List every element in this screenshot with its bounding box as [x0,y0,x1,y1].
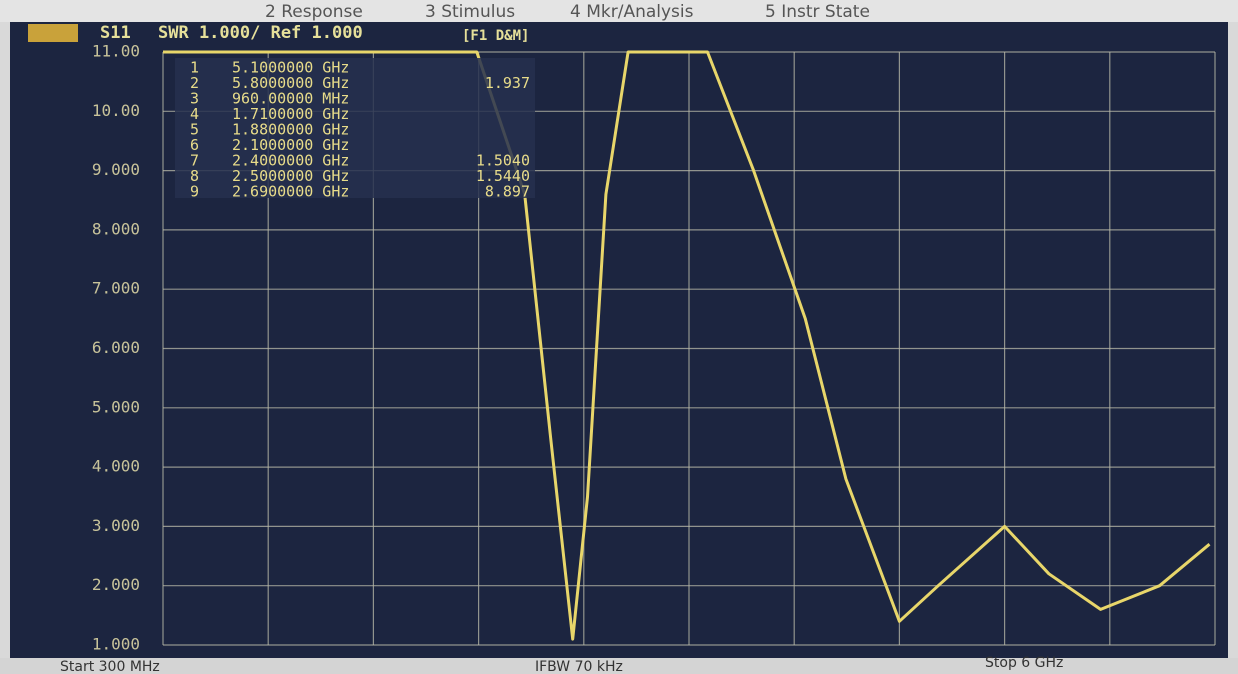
marker-stimulus: 1.7100000 GHz [232,105,349,123]
y-tick-label: 7.000 [92,279,140,298]
y-tick-label: 2.000 [92,575,140,594]
trace-format: SWR 1.000/ Ref 1.000 [158,23,363,43]
marker-id: 7 [190,152,199,170]
marker-stimulus: 1.8800000 GHz [232,121,349,139]
marker-id: 9 [190,183,199,201]
marker-id: 2 [190,74,199,92]
y-tick-label: 8.000 [92,219,140,238]
trace-flags: [F1 D&M] [462,28,529,44]
marker-id: 8 [190,167,199,185]
marker-id: 6 [190,136,199,154]
y-tick-label: 6.000 [92,338,140,357]
marker-stimulus: 2.5000000 GHz [232,167,349,185]
y-tick-label: 3.000 [92,516,140,535]
stop-freq: Stop 6 GHz [985,655,1063,671]
marker-id: 5 [190,121,199,139]
y-tick-label: 11.00 [92,42,140,61]
marker-id: 4 [190,105,199,123]
menu-tab[interactable]: 5 Instr State [765,2,870,22]
y-tick-label: 10.00 [92,101,140,120]
y-tick-label: 4.000 [92,457,140,476]
marker-stimulus: 2.1000000 GHz [232,136,349,154]
marker-table-bg [175,58,535,198]
menu-tab[interactable]: 2 Response [265,2,363,22]
marker-response: 1.5040 [476,152,530,170]
menu-bar [0,0,1238,22]
y-tick-label: 5.000 [92,397,140,416]
marker-id: 1 [190,59,199,77]
start-freq: Start 300 MHz [60,659,160,674]
trace-badge [28,24,78,42]
marker-stimulus: 2.6900000 GHz [232,183,349,201]
marker-id: 3 [190,90,199,108]
menu-tab[interactable]: 3 Stimulus [425,2,515,22]
status-bar [0,658,1238,674]
marker-stimulus: 2.4000000 GHz [232,152,349,170]
plot: 1.000 2.000 3.000 4.000 5.000 6.000 7.000 8.000… [92,42,1216,654]
menu-tab[interactable]: 4 Mkr/Analysis [570,2,694,22]
y-tick-label: 1.000 [92,635,140,654]
marker-stimulus: 5.8000000 GHz [232,74,349,92]
trace-name: S11 [100,23,131,43]
marker-response: 1.937 [485,74,530,92]
ifbw: IFBW 70 kHz [535,659,623,674]
marker-response: 8.897 [485,183,530,201]
marker-response: 1.5440 [476,167,530,185]
y-tick-label: 9.000 [92,160,140,179]
marker-stimulus: 5.1000000 GHz [232,59,349,77]
marker-stimulus: 960.00000 MHz [232,90,349,108]
